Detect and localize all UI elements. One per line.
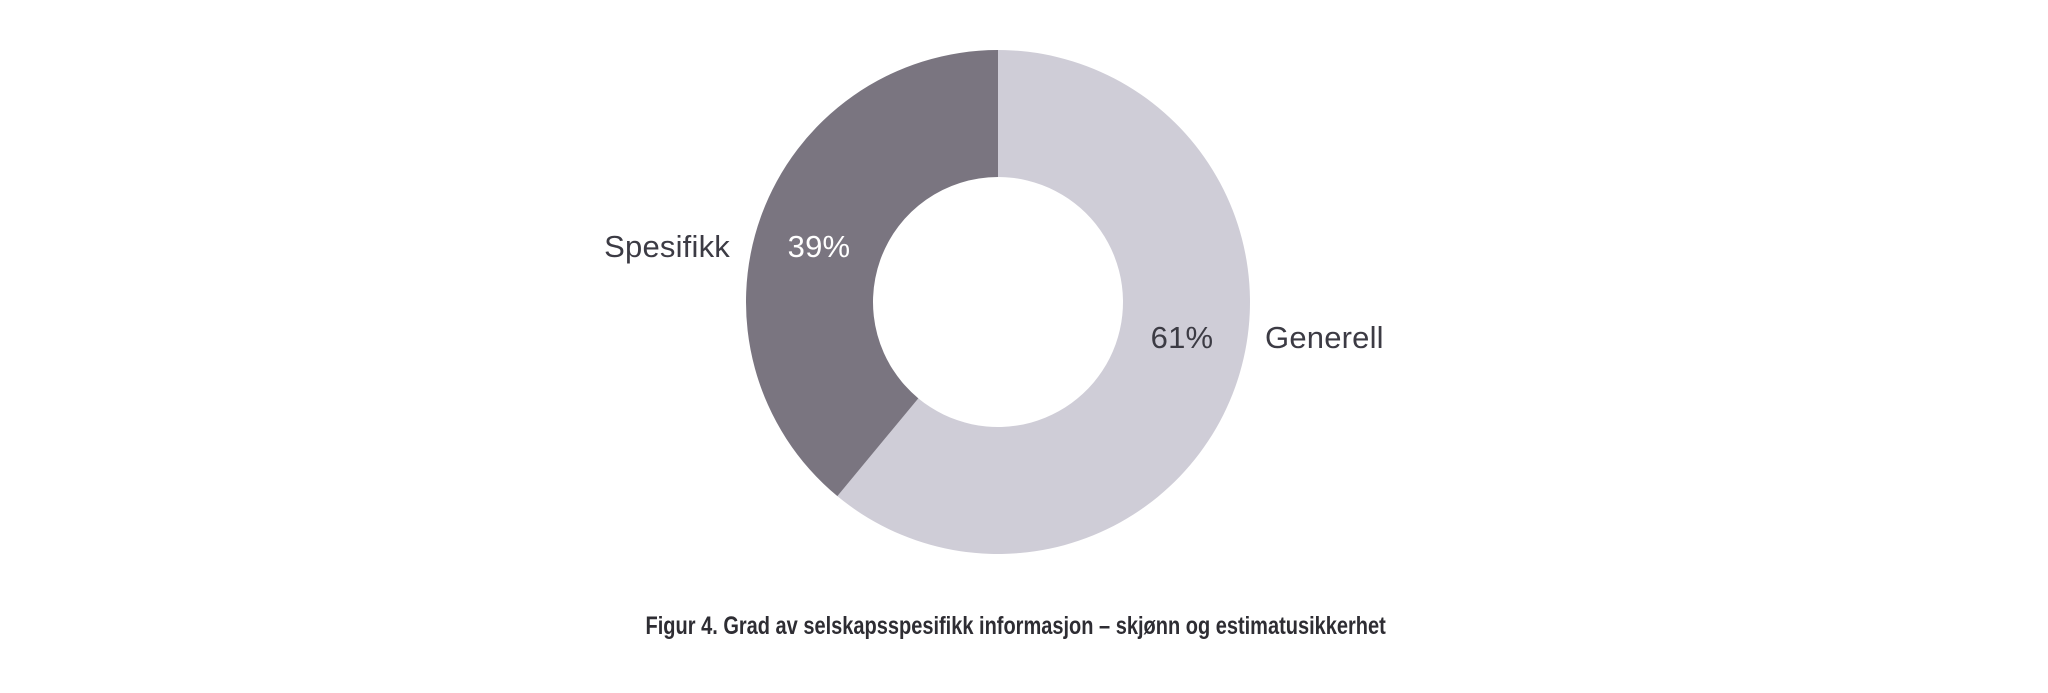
segment-label-generell: Generell — [1265, 320, 1384, 355]
segment-label-spesifikk: Spesifikk — [604, 229, 730, 264]
figure-caption-row: Figur 4. Grad av selskapsspesifikk infor… — [516, 608, 1516, 644]
segment-value-spesifikk: 39% — [787, 229, 851, 264]
donut-chart — [746, 50, 1250, 554]
donut-segment-spesifikk — [746, 50, 998, 497]
figure-caption: Figur 4. Grad av selskapsspesifikk infor… — [645, 612, 1387, 640]
donut-segment-generell — [837, 50, 1250, 554]
segment-value-generell: 61% — [1150, 320, 1214, 355]
